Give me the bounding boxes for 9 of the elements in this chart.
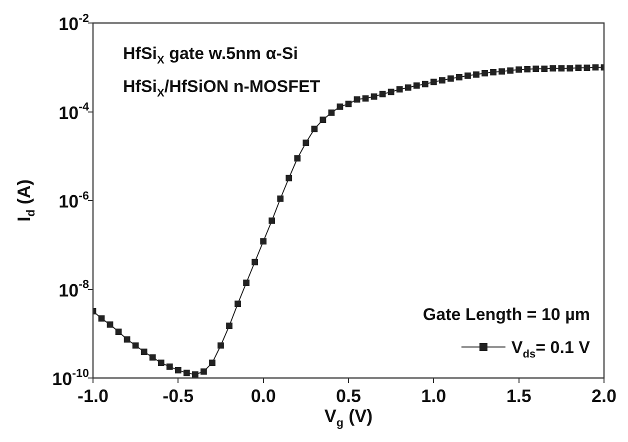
y-axis-title: Id (A) [14, 179, 38, 222]
x-tick-label: 1.5 [506, 386, 532, 406]
x-tick-label: -1.0 [77, 386, 109, 406]
x-tick-label: -0.5 [162, 386, 194, 406]
x-tick-label: 0.0 [250, 386, 276, 406]
x-tick-label: 1.0 [421, 386, 446, 406]
x-tick-label: 0.5 [336, 386, 362, 406]
legend-title: Gate Length = 10 µm [422, 305, 590, 324]
x-tick-label: 2.0 [591, 386, 617, 406]
